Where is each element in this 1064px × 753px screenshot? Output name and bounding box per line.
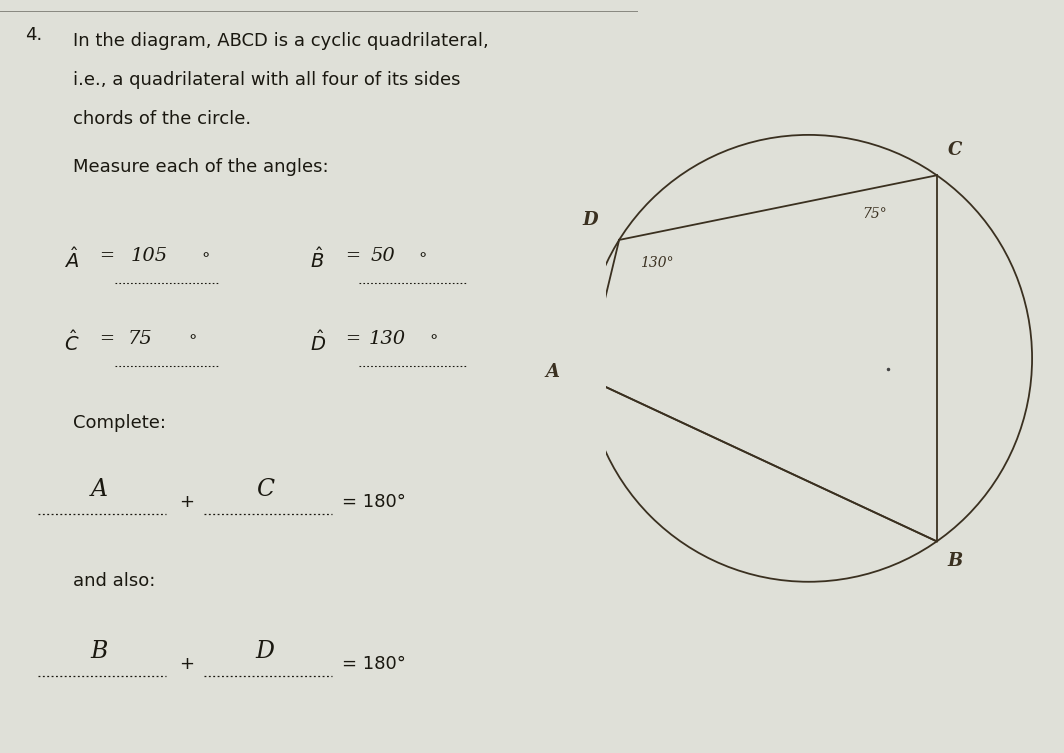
Text: =: = xyxy=(99,247,114,265)
Text: Measure each of the angles:: Measure each of the angles: xyxy=(73,158,329,176)
Text: °: ° xyxy=(418,251,427,268)
Text: 4.: 4. xyxy=(26,26,43,44)
Text: D: D xyxy=(582,212,598,229)
Text: Complete:: Complete: xyxy=(73,414,166,432)
Text: =: = xyxy=(345,247,360,265)
Text: $\hat{C}$: $\hat{C}$ xyxy=(64,330,80,355)
Text: chords of the circle.: chords of the circle. xyxy=(73,110,251,128)
Text: 130: 130 xyxy=(369,330,406,348)
Text: $\hat{B}$: $\hat{B}$ xyxy=(310,247,323,272)
Text: 105: 105 xyxy=(131,247,168,265)
Text: B: B xyxy=(947,552,963,570)
Text: A: A xyxy=(546,364,560,382)
Text: 75°: 75° xyxy=(862,207,887,221)
Text: 75: 75 xyxy=(128,330,152,348)
Text: $\hat{D}$: $\hat{D}$ xyxy=(310,330,326,355)
Text: i.e., a quadrilateral with all four of its sides: i.e., a quadrilateral with all four of i… xyxy=(73,71,461,89)
Text: = 180°: = 180° xyxy=(342,493,405,511)
Text: +: + xyxy=(179,493,194,511)
Text: In the diagram, ABCD is a cyclic quadrilateral,: In the diagram, ABCD is a cyclic quadril… xyxy=(73,32,489,50)
Text: °: ° xyxy=(429,334,437,351)
Text: +: + xyxy=(179,655,194,673)
Text: C: C xyxy=(947,142,962,160)
Text: 50: 50 xyxy=(370,247,395,265)
Text: and also:: and also: xyxy=(73,572,155,590)
Text: D: D xyxy=(255,640,275,663)
Text: $\hat{A}$: $\hat{A}$ xyxy=(64,247,79,272)
Text: A: A xyxy=(90,478,107,501)
Text: B: B xyxy=(90,640,107,663)
Text: 130°: 130° xyxy=(641,255,675,270)
Text: °: ° xyxy=(188,334,197,351)
Text: C: C xyxy=(255,478,275,501)
Text: =: = xyxy=(99,330,114,348)
Text: °: ° xyxy=(201,251,210,268)
Text: =: = xyxy=(345,330,360,348)
Text: = 180°: = 180° xyxy=(342,655,405,673)
